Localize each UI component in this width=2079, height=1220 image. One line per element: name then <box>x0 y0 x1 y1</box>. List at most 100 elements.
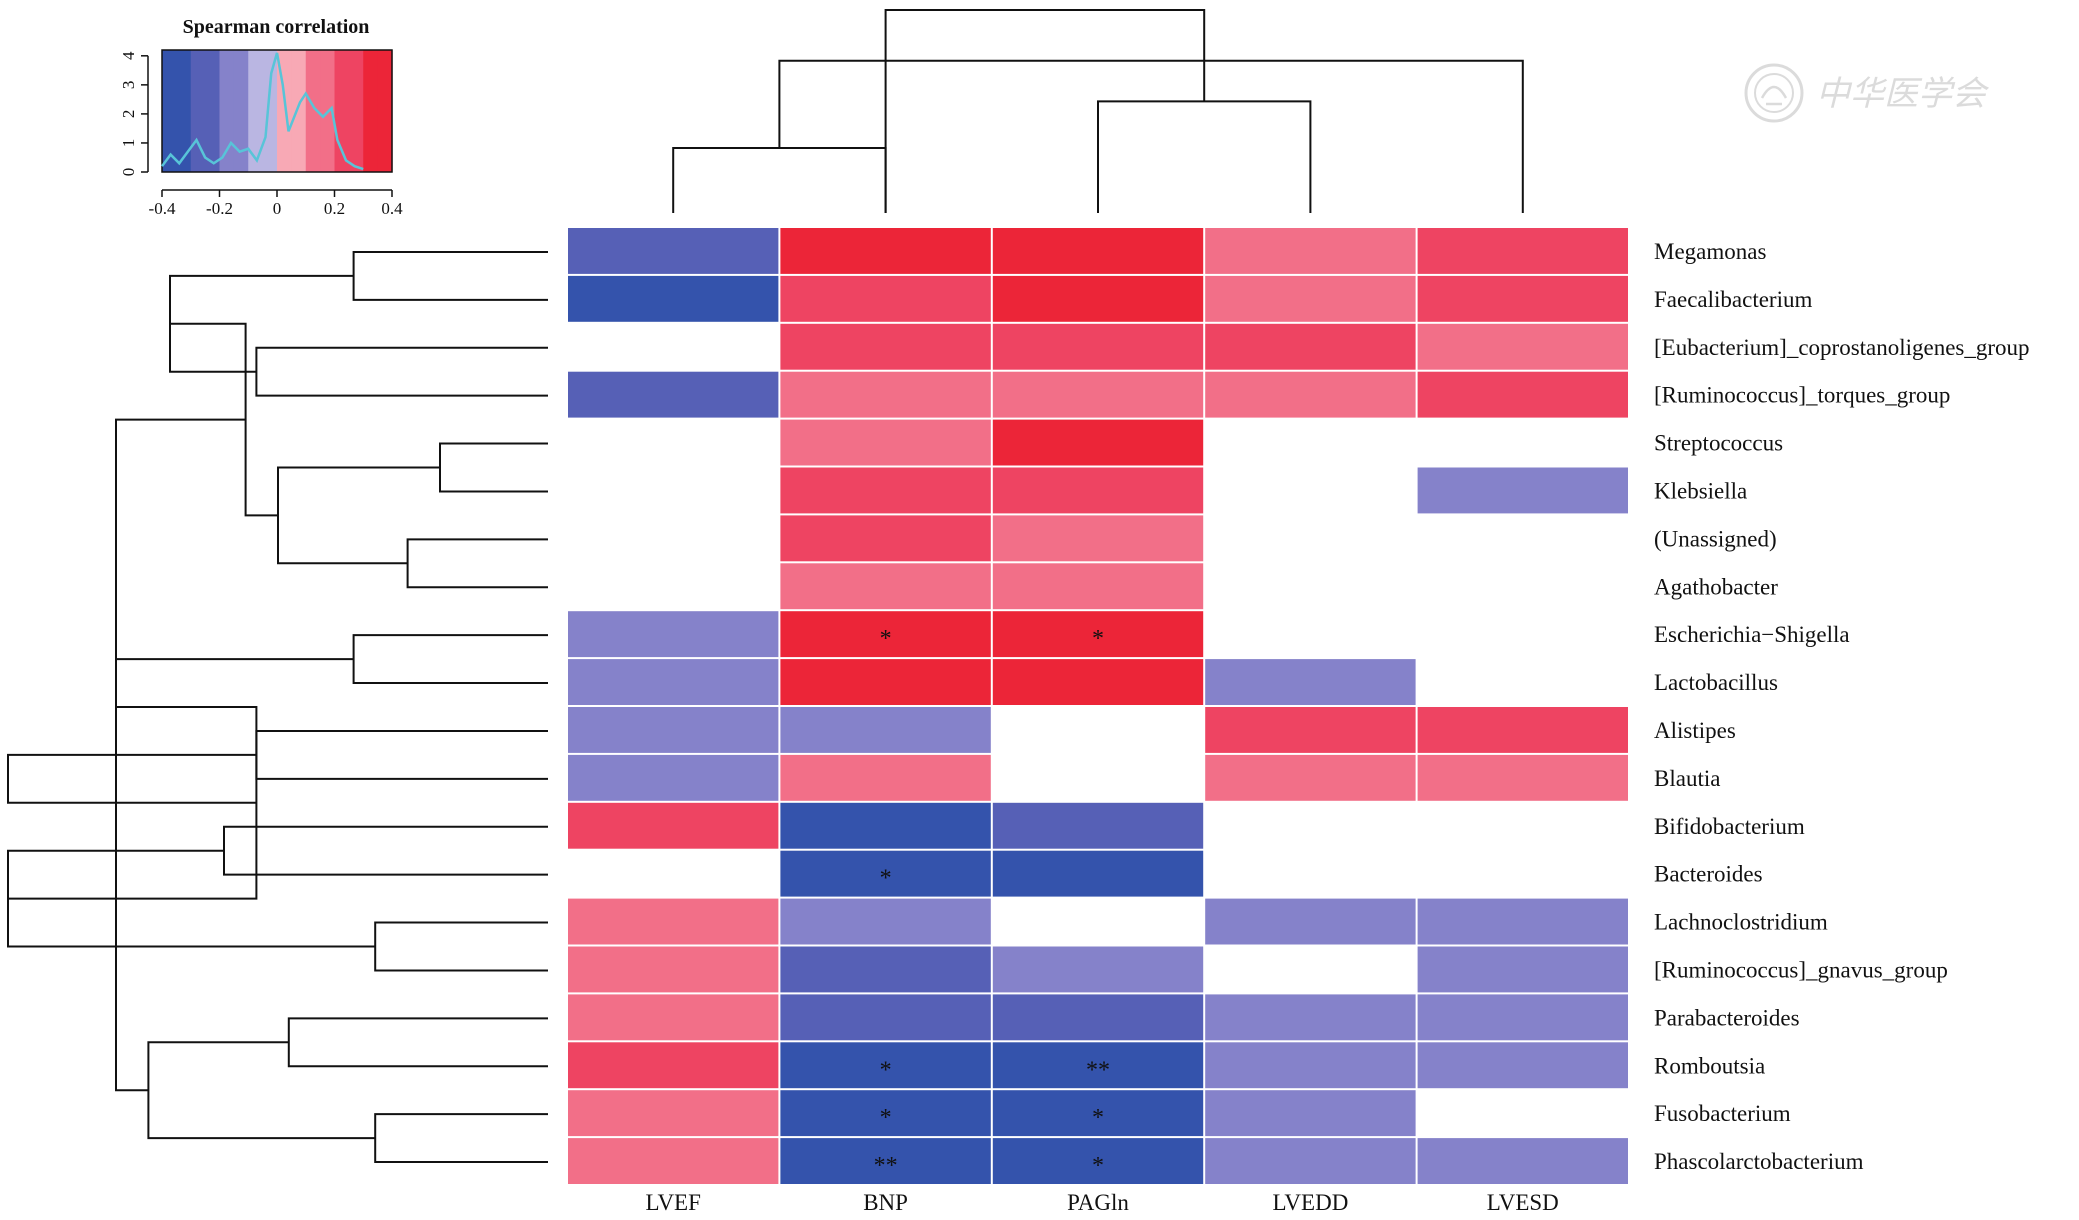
heatmap-cell-19-0 <box>568 1138 779 1184</box>
legend-density-line <box>160 52 364 171</box>
heatmap-cell-1-0 <box>568 275 779 322</box>
row-dendrogram-branch <box>439 442 548 493</box>
row-label: [Ruminococcus]_gnavus_group <box>1654 957 1948 982</box>
significance-mark-17-1: * <box>880 1057 892 1083</box>
row-dendrogram-branch <box>277 466 440 565</box>
row-label: [Eubacterium]_coprostanoligenes_group <box>1654 335 2030 360</box>
row-dendrogram-branch <box>287 1017 548 1068</box>
legend-x-tick-label: -0.2 <box>206 199 233 218</box>
heatmap-cell-11-0 <box>568 754 779 801</box>
heatmap-cell-13-1 <box>780 850 991 897</box>
heatmap-cell-10-0 <box>568 707 779 753</box>
legend-x-tick-label: -0.4 <box>149 199 176 218</box>
legend-color-bin <box>205 50 221 172</box>
significance-mark-13-1: * <box>880 866 892 892</box>
heatmap-cell-14-3 <box>1205 898 1416 945</box>
column-label: BNP <box>863 1190 908 1215</box>
heatmap-cell-18-2 <box>992 1090 1204 1137</box>
column-dendrogram-branch <box>884 9 1206 213</box>
row-label: Streptococcus <box>1654 431 1783 456</box>
heatmap-cell-7-3 <box>1205 563 1416 610</box>
legend-y-tick-label: 1 <box>119 139 138 148</box>
heatmap-cell-3-4 <box>1417 371 1628 418</box>
heatmap-cell-6-2 <box>992 515 1204 562</box>
heatmap-cell-1-4 <box>1417 275 1628 322</box>
column-label: LVEDD <box>1272 1190 1348 1215</box>
heatmap-cell-15-0 <box>568 946 779 993</box>
heatmap-cell-7-4 <box>1417 563 1628 610</box>
heatmap-cell-17-4 <box>1417 1042 1628 1089</box>
row-dendrogram-branch <box>7 753 257 804</box>
heatmap-cell-16-1 <box>780 994 991 1041</box>
row-label: Parabacteroides <box>1654 1005 1800 1030</box>
heatmap-cell-17-1 <box>780 1042 991 1089</box>
row-label: Bacteroides <box>1654 862 1763 887</box>
heatmap-cell-13-0 <box>568 850 779 897</box>
heatmap-cell-0-2 <box>992 228 1204 274</box>
legend-x-tick-label: 0.2 <box>324 199 345 218</box>
heatmap-cell-17-3 <box>1205 1042 1416 1089</box>
legend-y-tick-label: 2 <box>119 110 138 119</box>
legend-y-tick-label: 0 <box>119 168 138 177</box>
legend-density-curve <box>160 52 364 171</box>
heatmap-cell-14-0 <box>568 898 779 945</box>
row-dendrogram-branch <box>255 729 548 780</box>
legend-color-bin <box>348 50 364 172</box>
legend-color-bin <box>248 50 264 172</box>
heatmap-cell-7-1 <box>780 563 991 610</box>
legend-frame <box>161 49 393 173</box>
heatmap-cell-1-1 <box>780 275 991 322</box>
column-label: LVESD <box>1487 1190 1559 1215</box>
row-dendrogram-branch <box>255 346 548 397</box>
heatmap-cell-8-1 <box>780 611 991 658</box>
heatmap-cell-8-4 <box>1417 611 1628 658</box>
heatmap-cell-4-3 <box>1205 419 1416 466</box>
legend-y-tick-label: 3 <box>119 81 138 90</box>
significance-mark-18-1: * <box>880 1105 892 1131</box>
heatmap-cell-9-0 <box>568 659 779 705</box>
column-dendrogram-branch <box>1097 100 1312 213</box>
heatmap-cell-8-3 <box>1205 611 1416 658</box>
legend-axes: -0.4 -0.2 0 0.2 0.4 0 1 2 3 4 <box>119 51 403 218</box>
heatmap-cell-15-3 <box>1205 946 1416 993</box>
column-dendrogram <box>672 9 1524 213</box>
heatmap-cells <box>568 228 1628 1184</box>
significance-mark-19-1: ** <box>874 1153 898 1179</box>
row-dendrogram-branch <box>352 634 548 685</box>
heatmap-cell-11-3 <box>1205 754 1416 801</box>
heatmap-cell-8-2 <box>992 611 1204 658</box>
heatmap-cell-10-1 <box>780 707 991 753</box>
heatmap-cell-19-3 <box>1205 1138 1416 1184</box>
row-dendrogram-branch <box>352 250 548 301</box>
row-dendrogram-branch <box>223 825 548 876</box>
heatmap-cell-4-4 <box>1417 419 1628 466</box>
heatmap-cell-2-4 <box>1417 323 1628 370</box>
heatmap-cell-19-2 <box>992 1138 1204 1184</box>
row-label: Klebsiella <box>1654 478 1747 503</box>
row-label: Blautia <box>1654 766 1720 791</box>
heatmap-cell-19-4 <box>1417 1138 1628 1184</box>
heatmap-cell-17-0 <box>568 1042 779 1089</box>
heatmap-cell-12-3 <box>1205 802 1416 849</box>
significance-mark-18-2: * <box>1092 1105 1104 1131</box>
legend-x-tick-label: 0.4 <box>381 199 403 218</box>
legend-color-bin <box>176 50 192 172</box>
color-key-legend: Spearman correlation -0.4 -0.2 0 0.2 0.4 0 1 2 3… <box>119 16 403 218</box>
heatmap-cell-6-3 <box>1205 515 1416 562</box>
heatmap-cell-18-4 <box>1417 1090 1628 1137</box>
heatmap-cell-3-3 <box>1205 371 1416 418</box>
heatmap-cell-3-0 <box>568 371 779 418</box>
heatmap-cell-5-1 <box>780 467 991 514</box>
row-label: Phascolarctobacterium <box>1654 1149 1864 1174</box>
heatmap-cell-10-3 <box>1205 707 1416 753</box>
significance-marks: * *** *** *** * <box>874 626 1110 1179</box>
row-label: Megamonas <box>1654 239 1766 264</box>
watermark-seal-icon <box>1744 63 1804 123</box>
heatmap-cell-9-1 <box>780 659 991 705</box>
row-label: Bifidobacterium <box>1654 814 1805 839</box>
column-dendrogram-branch <box>778 59 1524 213</box>
heatmap-cell-15-1 <box>780 946 991 993</box>
heatmap-cell-18-1 <box>780 1090 991 1137</box>
